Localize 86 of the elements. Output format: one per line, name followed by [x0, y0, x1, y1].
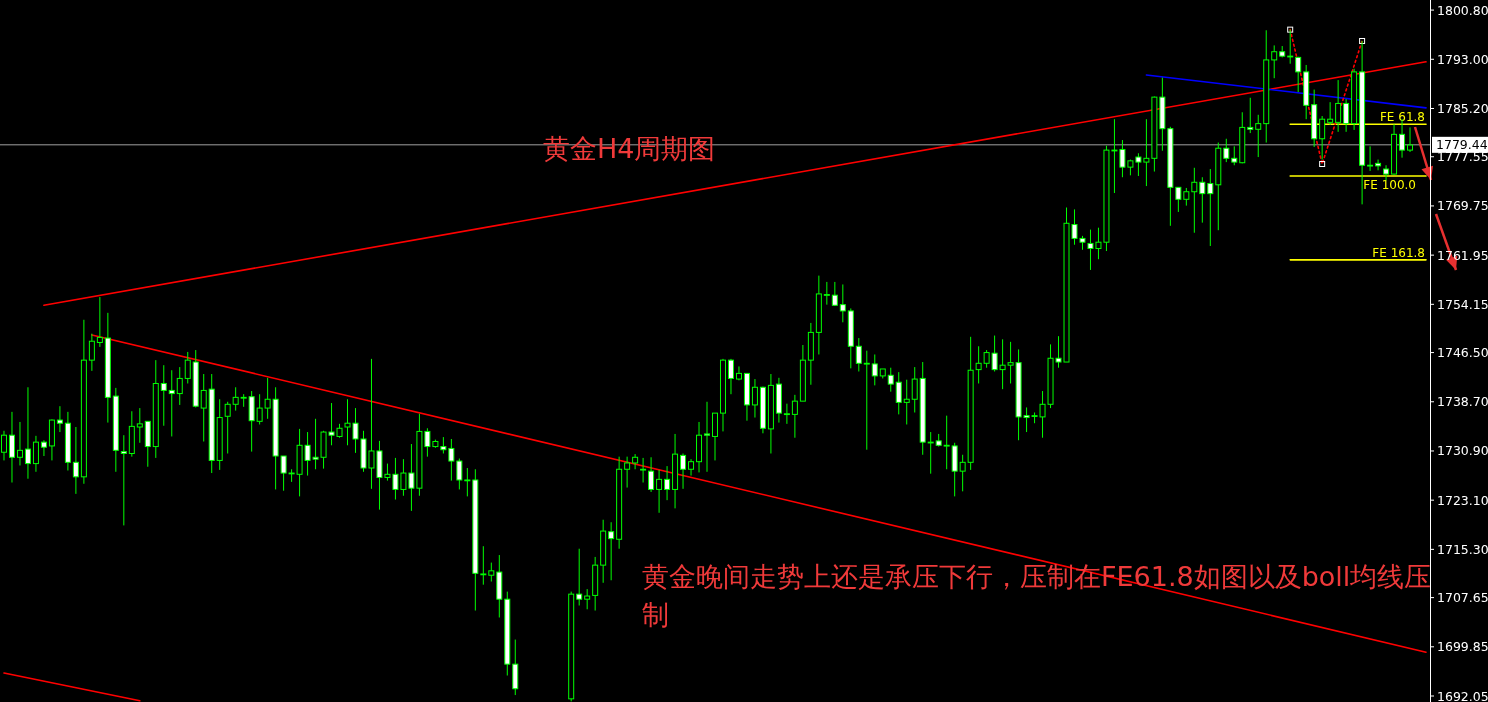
- candlestick: [911, 366, 918, 413]
- candlestick: [1247, 97, 1254, 134]
- candlestick: [839, 283, 846, 323]
- candlestick: [16, 421, 23, 466]
- y-tick-label: 1715.30: [1437, 541, 1488, 557]
- candlestick: [56, 405, 63, 433]
- candlestick: [903, 379, 910, 425]
- candlestick: [1295, 56, 1302, 93]
- candlestick: [751, 378, 758, 419]
- candlestick: [32, 435, 39, 473]
- candlestick: [1231, 145, 1238, 166]
- candlestick: [791, 394, 798, 439]
- candlestick: [224, 401, 231, 454]
- candlestick: [232, 386, 239, 412]
- candlestick: [1375, 159, 1382, 171]
- candlestick: [624, 456, 631, 489]
- candlestick: [8, 411, 15, 484]
- candlestick: [1191, 167, 1198, 234]
- candlestick: [24, 386, 31, 480]
- candlestick: [168, 369, 175, 437]
- candlestick: [648, 456, 655, 493]
- series-label: FE 161.8: [1372, 245, 1426, 260]
- y-tick-label: 1793.00: [1437, 51, 1488, 67]
- candlestick: [1343, 98, 1350, 133]
- candlestick: [1255, 114, 1262, 158]
- series-label: FE 61.8: [1379, 110, 1426, 125]
- candlestick: [1271, 44, 1278, 79]
- candlestick: [727, 358, 734, 395]
- candlestick: [688, 458, 695, 477]
- candlestick: [855, 337, 862, 372]
- candlestick: [1367, 145, 1374, 172]
- candlestick: [608, 521, 615, 581]
- candlestick: [783, 403, 790, 425]
- candlestick: [863, 350, 870, 451]
- candlestick: [584, 588, 591, 610]
- annotation: 黄金H4周期图: [543, 132, 717, 166]
- candlestick: [136, 407, 143, 444]
- candlestick: [480, 545, 487, 586]
- y-tick-label: 1730.90: [1437, 443, 1488, 459]
- y-tick-label: 1699.85: [1437, 639, 1488, 655]
- y-tick-label: 1723.10: [1437, 492, 1488, 508]
- y-tick-label: 1707.65: [1437, 590, 1488, 606]
- candlestick: [1223, 138, 1230, 163]
- candlestick: [943, 415, 950, 470]
- candlestick: [640, 457, 647, 484]
- candlestick: [1383, 164, 1390, 181]
- candlestick: [176, 366, 183, 406]
- candlestick: [576, 548, 583, 606]
- candlestick: [1319, 115, 1326, 161]
- candlestick: [664, 465, 671, 501]
- candlestick: [1327, 101, 1334, 126]
- y-tick-label: 1800.80: [1437, 2, 1488, 18]
- candlestick: [184, 351, 191, 384]
- y-tick-label: 1769.75: [1437, 198, 1488, 214]
- series-label: FE 100.0: [1363, 177, 1417, 192]
- candlestick: [887, 367, 894, 393]
- candlestick: [712, 412, 718, 461]
- candlestick: [120, 434, 127, 526]
- candlestick: [927, 431, 934, 475]
- candlestick: [160, 364, 167, 427]
- y-tick-label: 1754.15: [1437, 296, 1488, 312]
- candlestick: [632, 453, 639, 470]
- candlestick: [895, 371, 902, 415]
- candlestick: [871, 353, 878, 386]
- y-tick-label: 1785.20: [1437, 100, 1488, 116]
- candlestick: [656, 469, 663, 514]
- candlestick: [823, 281, 830, 306]
- candlestick: [1335, 79, 1342, 133]
- candlestick: [1407, 126, 1414, 153]
- candlestick: [1199, 176, 1206, 224]
- candlestick: [40, 439, 47, 457]
- candlestick: [72, 426, 79, 495]
- candlestick: [0, 430, 7, 461]
- candlestick: [735, 365, 742, 381]
- y-tick-label: 1692.05: [1437, 688, 1488, 702]
- candlestick: [1287, 29, 1294, 65]
- y-tick-label: 1738.70: [1437, 394, 1488, 410]
- candlestick: [831, 281, 838, 307]
- candlestick: [680, 452, 687, 490]
- candlestick: [704, 401, 711, 473]
- candlestick: [96, 296, 103, 348]
- candlestick: [200, 373, 207, 443]
- candlestick: [88, 333, 95, 372]
- candlestick: [1207, 168, 1214, 247]
- candlestick: [488, 562, 495, 583]
- y-tick-label: 1746.50: [1437, 345, 1488, 361]
